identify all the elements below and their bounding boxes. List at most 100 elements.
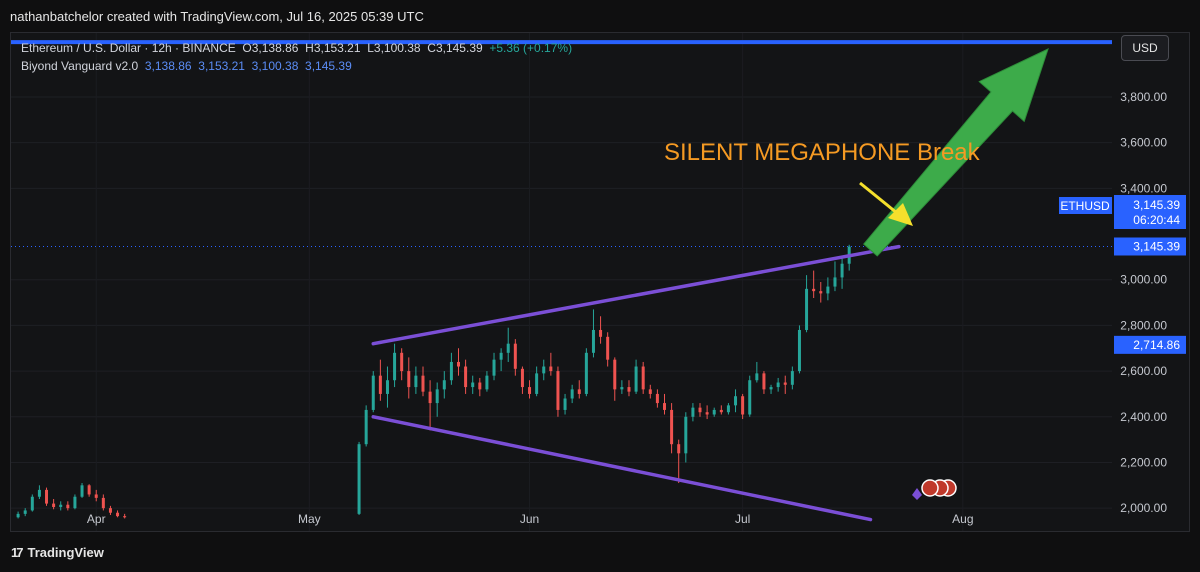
candle-down [52, 503, 56, 508]
candle-up [357, 444, 361, 514]
candle-down [812, 288, 816, 292]
tradingview-logo-icon: 17 [11, 545, 24, 560]
candle-up [840, 263, 844, 278]
candle-down [94, 494, 98, 498]
candle-down [670, 409, 674, 445]
candle-up [23, 510, 27, 514]
candle-down [428, 391, 432, 404]
candle-up [797, 329, 801, 372]
candle-up [570, 389, 574, 399]
price-tick-label: 2,600.00 [1120, 364, 1167, 378]
legend-low-value: 3,100.38 [373, 41, 421, 55]
candle-up [371, 375, 375, 410]
time-axis-label: Jul [735, 512, 750, 526]
attribution-text: nathanbatchelor created with TradingView… [10, 9, 424, 24]
candle-down [66, 504, 70, 509]
candle-up [712, 409, 716, 415]
symbol-tag-bg [1059, 197, 1112, 214]
legend-indicator-row: Biyond Vanguard v2.0 3,138.86 3,153.21 3… [21, 59, 352, 73]
candle-up [506, 343, 510, 353]
candle-up [414, 375, 418, 388]
tradingview-brand: TradingView [27, 545, 104, 560]
candle-down [662, 403, 666, 410]
candle-up [769, 387, 773, 390]
candle-up [16, 513, 20, 518]
candle-down [599, 329, 603, 337]
candle-up [435, 389, 439, 404]
candle-down [719, 409, 723, 413]
indicator-value: 3,145.39 [305, 59, 352, 73]
legend-high-label: H [305, 41, 314, 55]
candle-up [59, 504, 63, 508]
candle-down [613, 359, 617, 390]
candle-down [464, 366, 468, 388]
candle-down [528, 387, 532, 394]
candle-up [826, 286, 830, 294]
legend-high-value: 3,153.21 [313, 41, 361, 55]
price-tick-label: 2,400.00 [1120, 410, 1167, 424]
footer-bar [0, 532, 1200, 572]
legend-close-label: C [427, 41, 436, 55]
candle-up [691, 407, 695, 417]
candle-up [471, 382, 475, 388]
candle-up [442, 380, 446, 390]
tradingview-logo: 17 TradingView [11, 545, 104, 560]
level-price-tag-value: 2,714.86 [1133, 338, 1180, 352]
countdown-timer: 06:20:44 [1133, 213, 1180, 227]
candle-up [726, 405, 730, 413]
candle-up [634, 366, 638, 392]
candle-up [748, 380, 752, 415]
legend-open-value: 3,138.86 [251, 41, 299, 55]
price-tick-label: 2,800.00 [1120, 318, 1167, 332]
price-tick-label: 3,400.00 [1120, 181, 1167, 195]
candle-up [584, 352, 588, 394]
currency-button[interactable]: USD [1121, 35, 1169, 61]
candle-up [805, 288, 809, 330]
candle-up [790, 371, 794, 385]
candle-up [492, 359, 496, 376]
time-axis-label: May [298, 512, 321, 526]
upper-megaphone-trendline [371, 244, 901, 346]
indicator-value: 3,138.86 [144, 59, 192, 73]
legend-symbol-row: Ethereum / U.S. Dollar · 12h · BINANCE O… [21, 41, 572, 55]
price-tick-label: 3,000.00 [1120, 273, 1167, 287]
candle-down [108, 508, 112, 513]
indicator-value: 3,100.38 [251, 59, 299, 73]
time-axis-label: Apr [87, 512, 106, 526]
candle-up [80, 485, 84, 497]
annotation-label: SILENT MEGAPHONE Break [664, 139, 981, 166]
candle-down [655, 393, 659, 404]
candle-down [648, 389, 652, 394]
candle-up [684, 416, 688, 454]
candle-up [542, 366, 546, 374]
top-attribution-bar: nathanbatchelor created with TradingView… [0, 0, 1200, 32]
candle-down [378, 375, 382, 394]
candle-up [563, 398, 567, 410]
candle-down [698, 407, 702, 413]
annotation-arrow-head [888, 203, 913, 226]
legend-low-label: L [367, 41, 374, 55]
last-price-tag-bg [1114, 237, 1186, 256]
candle-down [457, 361, 461, 367]
candle-down [116, 512, 120, 517]
candle-down [762, 373, 766, 390]
candle-down [520, 368, 524, 388]
candle-down [627, 387, 631, 392]
candle-up [37, 489, 41, 497]
indicator-value: 3,153.21 [198, 59, 245, 73]
candle-down [101, 497, 105, 509]
legend-change: +5.36 (+0.17%) [489, 41, 573, 55]
candle-up [393, 352, 397, 381]
candle-down [421, 375, 425, 392]
annotation-arrow-shaft [859, 181, 898, 215]
candle-up [73, 496, 77, 509]
candle-down [556, 371, 560, 410]
candle-up [833, 277, 837, 287]
candle-down [407, 371, 411, 388]
candle-up [499, 352, 503, 360]
candle-down [45, 489, 49, 504]
candle-down [549, 366, 553, 372]
candle-down [819, 291, 823, 294]
candle-down [783, 382, 787, 385]
